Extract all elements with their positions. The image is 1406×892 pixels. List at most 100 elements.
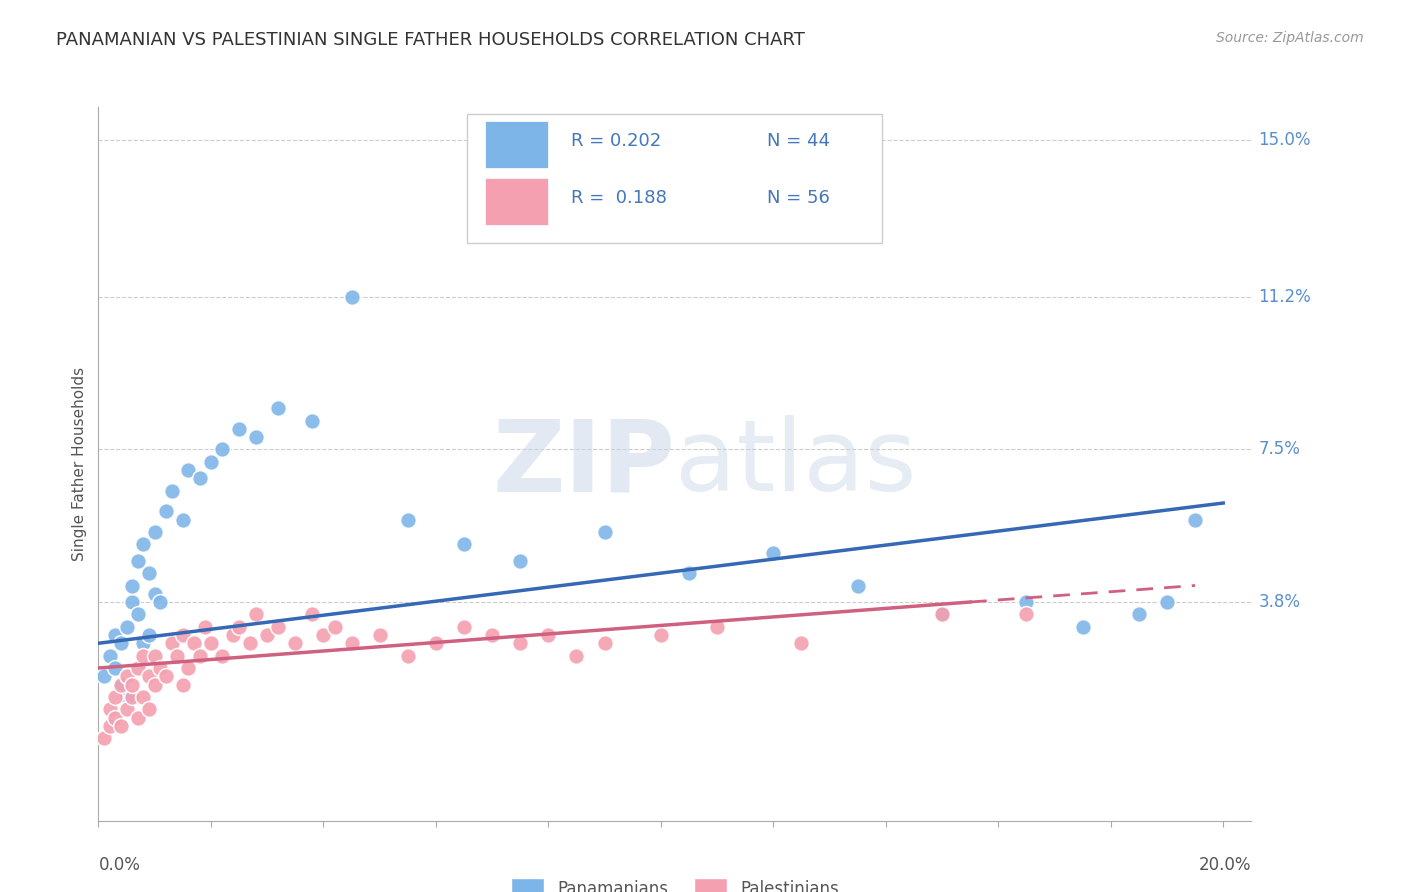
Point — [211, 648, 233, 663]
Point — [183, 636, 205, 650]
Point — [1015, 595, 1038, 609]
Point — [340, 290, 363, 304]
Text: Source: ZipAtlas.com: Source: ZipAtlas.com — [1216, 31, 1364, 45]
Point — [790, 636, 813, 650]
Point — [110, 677, 132, 691]
Point — [138, 702, 160, 716]
Point — [121, 595, 143, 609]
Point — [115, 669, 138, 683]
Point — [706, 620, 728, 634]
Point — [200, 636, 222, 650]
Point — [762, 545, 785, 559]
Point — [155, 504, 177, 518]
Point — [115, 620, 138, 634]
Point — [149, 595, 172, 609]
Point — [301, 413, 323, 427]
Point — [593, 524, 616, 539]
Point — [228, 422, 250, 436]
Point — [93, 731, 115, 746]
Point — [425, 636, 447, 650]
Point — [166, 648, 188, 663]
Point — [98, 702, 121, 716]
Point — [127, 710, 149, 724]
Point — [222, 628, 245, 642]
Text: 7.5%: 7.5% — [1258, 441, 1301, 458]
Point — [138, 566, 160, 581]
Point — [149, 661, 172, 675]
Point — [256, 628, 278, 642]
Point — [1156, 595, 1178, 609]
Point — [121, 690, 143, 704]
Point — [396, 648, 419, 663]
Point — [138, 669, 160, 683]
Point — [121, 677, 143, 691]
Point — [172, 628, 194, 642]
Point — [188, 471, 211, 485]
Point — [509, 554, 531, 568]
Point — [143, 587, 166, 601]
Point — [104, 628, 127, 642]
Text: 0.0%: 0.0% — [98, 856, 141, 874]
Point — [177, 463, 200, 477]
Point — [160, 636, 183, 650]
Point — [172, 512, 194, 526]
Point — [678, 566, 700, 581]
Point — [565, 648, 588, 663]
Point — [1015, 607, 1038, 622]
Point — [284, 636, 307, 650]
Text: ZIP: ZIP — [492, 416, 675, 512]
FancyBboxPatch shape — [485, 178, 548, 225]
Point — [127, 554, 149, 568]
Point — [143, 677, 166, 691]
Text: R =  0.188: R = 0.188 — [571, 189, 666, 207]
Point — [245, 430, 267, 444]
Point — [188, 648, 211, 663]
Point — [453, 620, 475, 634]
Point — [98, 648, 121, 663]
Text: N = 44: N = 44 — [768, 132, 830, 150]
Point — [245, 607, 267, 622]
Point — [509, 636, 531, 650]
Point — [931, 607, 953, 622]
Point — [481, 628, 503, 642]
Text: 3.8%: 3.8% — [1258, 593, 1301, 611]
Point — [143, 524, 166, 539]
Point — [194, 620, 217, 634]
Point — [453, 537, 475, 551]
FancyBboxPatch shape — [467, 114, 883, 243]
Legend: Panamanians, Palestinians: Panamanians, Palestinians — [505, 871, 845, 892]
Point — [312, 628, 335, 642]
Text: R = 0.202: R = 0.202 — [571, 132, 661, 150]
Point — [267, 620, 290, 634]
Point — [846, 578, 869, 592]
Text: atlas: atlas — [675, 416, 917, 512]
Point — [104, 661, 127, 675]
Point — [110, 636, 132, 650]
Point — [931, 607, 953, 622]
Text: 11.2%: 11.2% — [1258, 288, 1312, 306]
Point — [132, 537, 155, 551]
Point — [323, 620, 346, 634]
Point — [143, 648, 166, 663]
Text: PANAMANIAN VS PALESTINIAN SINGLE FATHER HOUSEHOLDS CORRELATION CHART: PANAMANIAN VS PALESTINIAN SINGLE FATHER … — [56, 31, 806, 49]
Point — [593, 636, 616, 650]
Point — [239, 636, 262, 650]
Point — [200, 455, 222, 469]
Point — [228, 620, 250, 634]
Point — [121, 578, 143, 592]
Point — [98, 719, 121, 733]
Point — [127, 661, 149, 675]
Point — [1184, 512, 1206, 526]
Point — [650, 628, 672, 642]
Point — [104, 710, 127, 724]
Point — [127, 607, 149, 622]
Point — [132, 636, 155, 650]
Point — [537, 628, 560, 642]
Point — [132, 690, 155, 704]
Point — [160, 483, 183, 498]
Point — [368, 628, 391, 642]
Point — [1071, 620, 1094, 634]
Point — [132, 648, 155, 663]
Point — [115, 702, 138, 716]
Point — [340, 636, 363, 650]
